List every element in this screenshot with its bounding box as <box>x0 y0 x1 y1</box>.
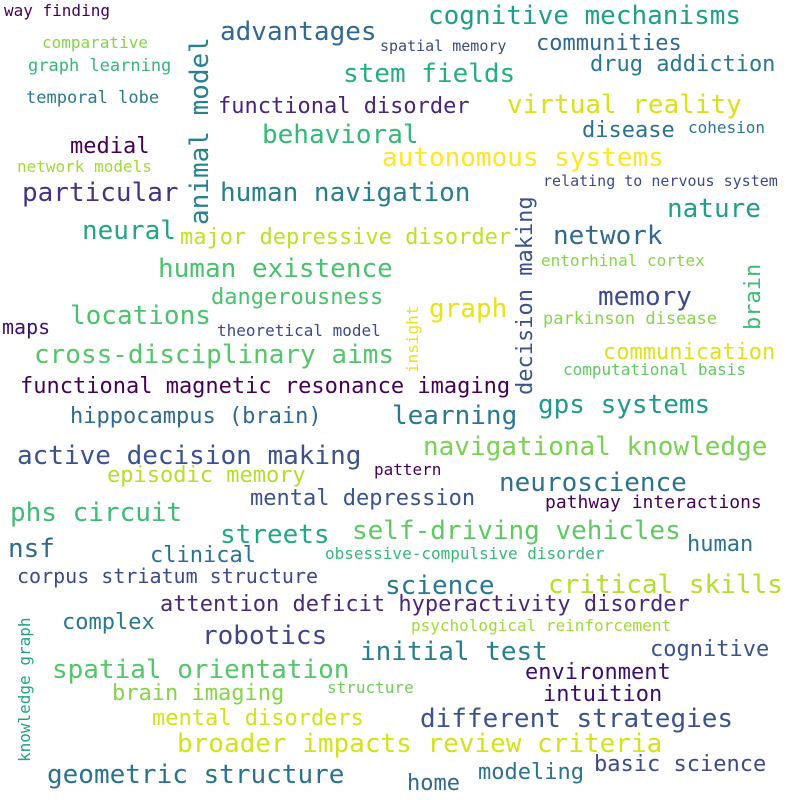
word-human-existence: human existence <box>158 254 393 284</box>
word-home: home <box>407 771 460 796</box>
word-cognitive: cognitive <box>650 637 770 662</box>
word-virtual-reality: virtual reality <box>507 90 742 120</box>
word-episodic-memory: episodic memory <box>107 463 306 488</box>
word-human-navigation: human navigation <box>220 178 471 208</box>
word-decision-making: decision making <box>513 196 538 395</box>
word-human: human <box>687 532 754 557</box>
word-initial-test: initial test <box>360 637 548 667</box>
word-entorhinal-cortex: entorhinal cortex <box>541 251 705 270</box>
word-neuroscience: neuroscience <box>499 468 687 498</box>
word-cohesion: cohesion <box>688 118 766 137</box>
word-spatial-memory: spatial memory <box>380 37 507 55</box>
word-pathway-interactions: pathway interactions <box>545 492 762 513</box>
word-complex: complex <box>62 610 155 635</box>
word-behavioral: behavioral <box>262 120 419 150</box>
word-psychological-reinforcement: psychological reinforcement <box>411 616 672 635</box>
word-active-decision-making: active decision making <box>17 441 362 471</box>
word-cognitive-mechanisms: cognitive mechanisms <box>428 1 742 31</box>
word-science: science <box>385 571 495 601</box>
word-spatial-orientation: spatial orientation <box>52 655 350 685</box>
word-cross-disciplinary-aims: cross-disciplinary aims <box>34 340 395 370</box>
word-temporal-lobe: temporal lobe <box>26 88 160 108</box>
word-dangerousness: dangerousness <box>211 285 384 310</box>
word-network-models: network models <box>17 157 152 176</box>
word-comparative: comparative <box>42 33 148 52</box>
word-clinical: clinical <box>150 543 256 568</box>
word-memory: memory <box>598 282 692 312</box>
word-mental-disorders: mental disorders <box>152 706 364 731</box>
word-maps: maps <box>2 315 51 339</box>
word-network: network <box>553 221 663 251</box>
word-communities: communities <box>536 31 682 56</box>
word-nsf: nsf <box>8 534 55 564</box>
word-streets: streets <box>220 520 330 550</box>
word-robotics: robotics <box>202 621 328 651</box>
word-pattern: pattern <box>374 460 442 479</box>
word-phs-circuit: phs circuit <box>10 498 183 528</box>
word-intuition: intuition <box>543 682 663 707</box>
word-functional-magnetic-resonance-imaging: functional magnetic resonance imaging <box>20 374 511 399</box>
word-autonomous-systems: autonomous systems <box>382 143 664 173</box>
word-brain: brain <box>741 263 766 330</box>
word-navigational-knowledge: navigational knowledge <box>423 432 768 462</box>
word-neural: neural <box>82 216 176 246</box>
word-graph: graph <box>429 294 508 324</box>
word-critical-skills: critical skills <box>548 570 783 600</box>
word-obsessive-compulsive-disorder: obsessive-compulsive disorder <box>325 544 605 563</box>
word-self-driving-vehicles: self-driving vehicles <box>352 516 681 546</box>
word-hippocampus-brain: hippocampus (brain) <box>70 404 322 429</box>
word-environment: environment <box>525 660 671 685</box>
word-medial: medial <box>70 134 150 159</box>
word-basic-science: basic science <box>594 752 767 777</box>
word-gps-systems: gps systems <box>538 390 711 420</box>
word-mental-depression: mental depression <box>250 486 476 511</box>
word-broader-impacts-review-criteria: broader impacts review criteria <box>177 729 663 759</box>
word-insight: insight <box>403 305 422 373</box>
word-geometric-structure: geometric structure <box>47 760 345 790</box>
word-knowledge-graph: knowledge graph <box>15 617 34 763</box>
word-different-strategies: different strategies <box>420 704 734 734</box>
word-locations: locations <box>70 301 211 331</box>
word-relating-to-nervous-system: relating to nervous system <box>543 172 778 190</box>
word-corpus-striatum-structure: corpus striatum structure <box>17 564 319 588</box>
word-learning: learning <box>392 401 518 431</box>
word-brain-imaging: brain imaging <box>112 681 285 706</box>
word-theoretical-model: theoretical model <box>217 321 381 340</box>
word-major-depressive-disorder: major depressive disorder <box>180 225 512 250</box>
word-stem-fields: stem fields <box>343 59 516 89</box>
word-modeling: modeling <box>478 760 584 785</box>
word-disease: disease <box>582 118 675 143</box>
word-graph-learning: graph learning <box>28 56 172 76</box>
word-advantages: advantages <box>220 17 377 47</box>
word-drug-addiction: drug addiction <box>590 52 776 77</box>
word-structure: structure <box>327 678 414 697</box>
word-attention-deficit-hyperactivity-disorder: attention deficit hyperactivity disorder <box>160 592 690 617</box>
word-communication: communication <box>603 340 776 365</box>
word-animal-model: animal model <box>185 37 215 225</box>
word-computational-basis: computational basis <box>563 360 747 379</box>
word-way-finding: way finding <box>4 1 110 20</box>
word-parkinson-disease: parkinson disease <box>543 309 717 329</box>
word-functional-disorder: functional disorder <box>218 94 470 119</box>
word-nature: nature <box>667 194 761 224</box>
word-particular: particular <box>22 178 179 208</box>
